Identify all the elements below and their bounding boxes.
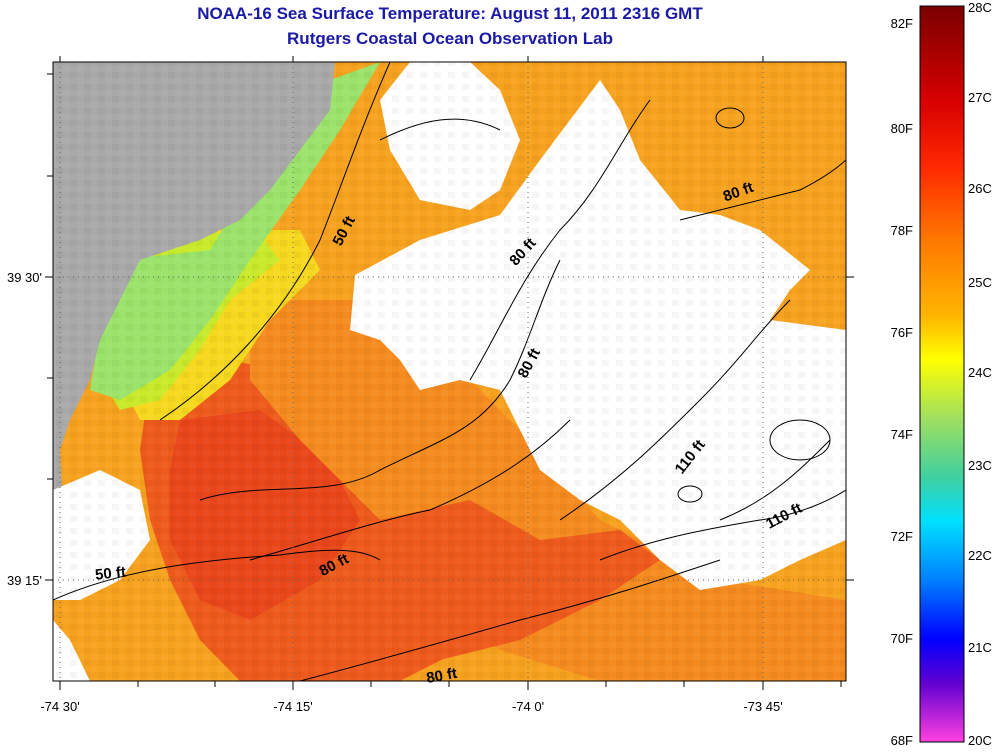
colorbar-f-label: 80F: [891, 121, 913, 136]
colorbar-c-label: 24C: [968, 365, 992, 380]
colorbar-f-label: 70F: [891, 631, 913, 646]
colorbar-c-label: 23C: [968, 458, 992, 473]
contour-label: 80 ft: [425, 665, 458, 687]
colorbar-f-label: 72F: [891, 529, 913, 544]
contour-label: 50 ft: [94, 564, 126, 584]
lat-label: 39 30': [7, 270, 42, 285]
bathymetry-contours: [53, 62, 846, 681]
lat-label: 39 15': [7, 573, 42, 588]
colorbar-f-label: 68F: [891, 733, 913, 748]
colorbar-f-label: 78F: [891, 223, 913, 238]
graticule: [53, 62, 846, 681]
colorbar-c-label: 28C: [968, 0, 992, 15]
colorbar-c-label: 27C: [968, 90, 992, 105]
tick-marks: [45, 56, 854, 690]
colorbar-f-label: 74F: [891, 427, 913, 442]
pixel-texture: [53, 62, 846, 681]
colorbar-f-label: 76F: [891, 325, 913, 340]
sst-field: [53, 62, 846, 681]
lon-label: -73 45': [743, 699, 782, 714]
chart-title: NOAA-16 Sea Surface Temperature: August …: [197, 4, 703, 23]
colorbar-c-label: 20C: [968, 733, 992, 748]
chart-subtitle: Rutgers Coastal Ocean Observation Lab: [287, 29, 613, 48]
lon-label: -74 0': [512, 699, 544, 714]
sst-map: -74 30' -74 15' -74 0' -73 45' 39 30' 39…: [7, 56, 854, 714]
lon-label: -74 15': [273, 699, 312, 714]
colorbar-c-label: 26C: [968, 181, 992, 196]
colorbar-gradient: [919, 5, 965, 743]
lon-label: -74 30': [40, 699, 79, 714]
colorbar-c-label: 25C: [968, 275, 992, 290]
colorbar-c-label: 21C: [968, 640, 992, 655]
colorbar-c-label: 22C: [968, 548, 992, 563]
